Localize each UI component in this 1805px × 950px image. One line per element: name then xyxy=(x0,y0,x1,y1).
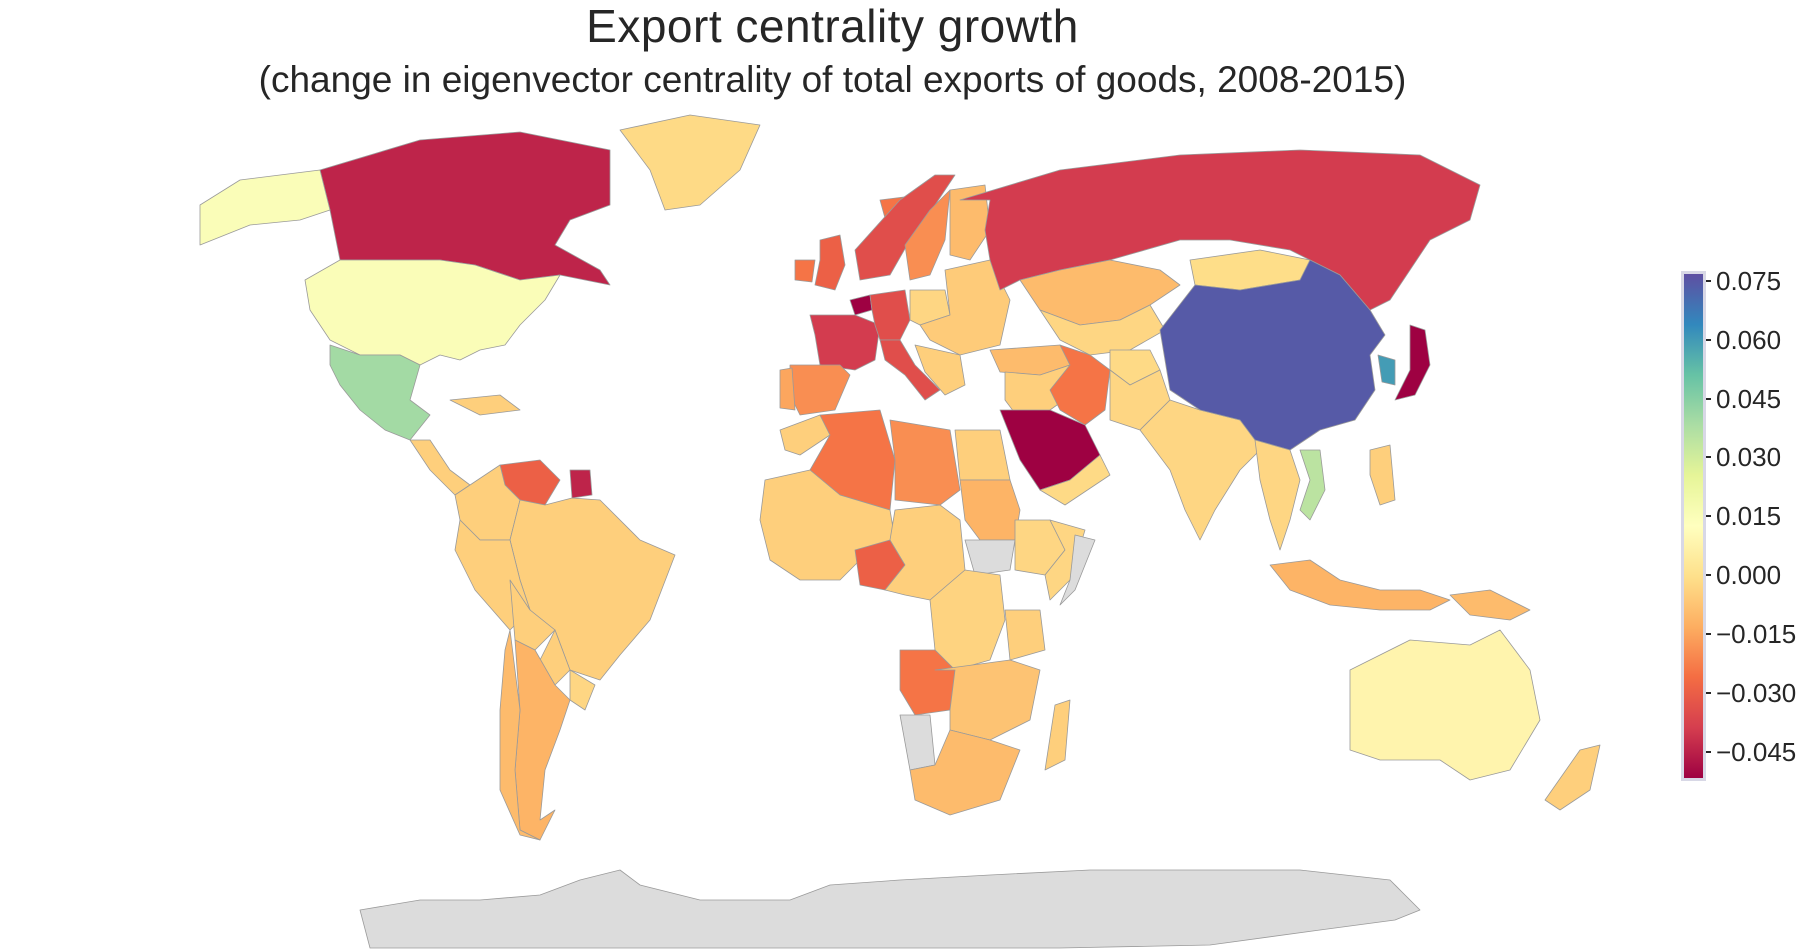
colorbar-tick-label: 0.015 xyxy=(1716,501,1782,532)
country-china xyxy=(1159,259,1386,451)
colorbar-tick-label: 0.075 xyxy=(1716,265,1782,296)
colorbar-tick-mark xyxy=(1706,338,1711,341)
country-madagascar xyxy=(1044,699,1071,771)
country-tanzania xyxy=(1004,609,1046,661)
country-balkans xyxy=(914,344,966,396)
country-yemen xyxy=(1039,454,1111,506)
country-chile xyxy=(499,629,541,841)
colorbar-tick-mark xyxy=(1706,456,1711,459)
country-japan xyxy=(1394,324,1431,401)
colorbar-tick-label: −0.030 xyxy=(1716,677,1797,708)
country-france xyxy=(809,314,881,371)
colorbar xyxy=(1681,271,1706,781)
country-ireland xyxy=(794,259,816,283)
country-uruguay xyxy=(569,669,596,711)
country-namibia xyxy=(899,714,936,771)
country-suriname xyxy=(569,469,593,499)
country-indonesia xyxy=(1269,559,1451,611)
world-map xyxy=(199,114,1601,949)
colorbar-tick-mark xyxy=(1706,691,1711,694)
colorbar-tick-label: 0.000 xyxy=(1716,560,1782,591)
colorbar-gradient xyxy=(1684,274,1703,778)
country-central-america xyxy=(409,439,471,496)
colorbar-tick-mark xyxy=(1706,750,1711,753)
country-sudan xyxy=(959,479,1021,541)
country-korea xyxy=(1377,354,1396,386)
colorbar-tick-label: −0.015 xyxy=(1716,618,1797,649)
country-antarctica xyxy=(359,869,1421,949)
country-netherlands xyxy=(849,294,873,316)
country-caribbean xyxy=(449,394,521,416)
country-morocco xyxy=(779,414,831,456)
country-finland xyxy=(949,184,991,261)
country-south-sudan xyxy=(964,539,1016,576)
country-philippines xyxy=(1369,444,1396,506)
country-united-states xyxy=(304,259,561,366)
colorbar-tick-label: −0.045 xyxy=(1716,736,1797,767)
country-mexico xyxy=(329,344,431,441)
country-italy xyxy=(879,339,941,401)
colorbar-tick-mark xyxy=(1706,279,1711,282)
country-new-zealand xyxy=(1544,744,1601,811)
country-egypt xyxy=(954,429,1011,481)
country-libya xyxy=(889,419,961,506)
colorbar-tick-label: 0.045 xyxy=(1716,383,1782,414)
chart-title: Export centrality growth xyxy=(586,0,1079,52)
country-australia xyxy=(1349,629,1541,781)
colorbar-tick-label: 0.030 xyxy=(1716,442,1782,473)
country-united-kingdom xyxy=(814,234,846,291)
country-spain xyxy=(789,364,851,416)
country-somalia xyxy=(1059,534,1096,606)
chart-subtitle: (change in eigenvector centrality of tot… xyxy=(258,59,1407,100)
country-papua-new-guinea xyxy=(1449,589,1531,621)
country-portugal xyxy=(779,367,796,411)
country-bolivia xyxy=(509,579,556,651)
colorbar-tick-mark xyxy=(1706,574,1711,577)
country-vietnam xyxy=(1299,449,1326,521)
country-southeast-asia xyxy=(1254,439,1301,551)
colorbar-tick-mark xyxy=(1706,515,1711,518)
colorbar-tick-mark xyxy=(1706,397,1711,400)
country-alaska-usa xyxy=(199,169,331,246)
country-greenland xyxy=(619,114,761,211)
country-central-africa xyxy=(884,504,966,601)
country-south-africa xyxy=(909,729,1021,816)
country-sweden xyxy=(904,189,951,281)
country-india xyxy=(1139,399,1276,541)
colorbar-tick-label: 0.060 xyxy=(1716,324,1782,355)
colorbar-tick-mark xyxy=(1706,632,1711,635)
